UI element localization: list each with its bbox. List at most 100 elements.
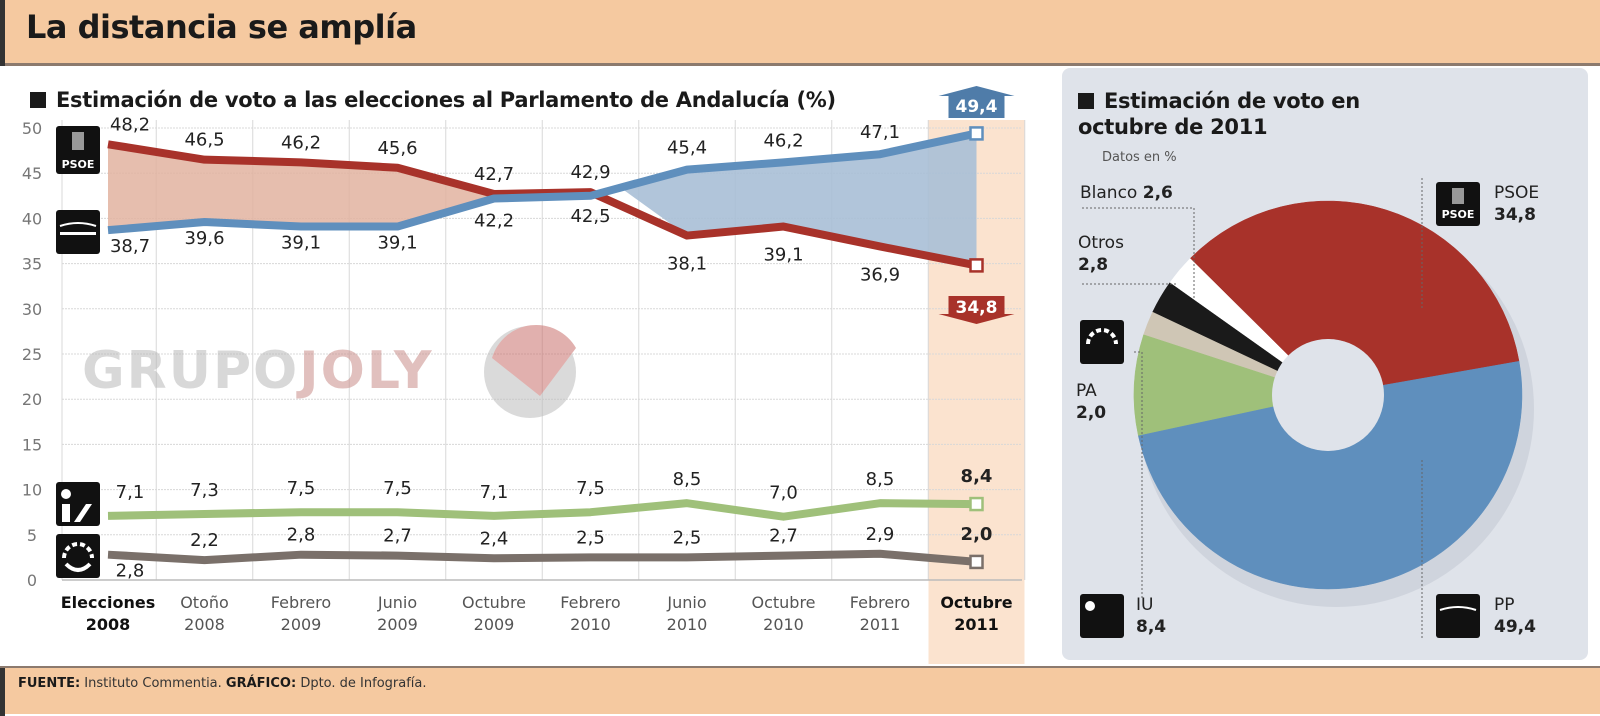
source-label: FUENTE: [18, 676, 81, 691]
pie-label-otros: Otros 2,8 [1078, 232, 1124, 276]
watermark-grupo: GRUPO [82, 341, 299, 401]
data-label-pa: 2,4 [480, 528, 509, 549]
y-tick-label: 35 [22, 255, 42, 274]
pie-label-blanco-value: 2,6 [1142, 183, 1173, 203]
line-chart: 0 5 10 15 20 25 30 35 40 45 50 GRUPOJOLY 48,2 46,5 46,… [22, 86, 1026, 664]
point-marker-pp [969, 126, 984, 141]
data-label-pp: 39,1 [377, 233, 417, 254]
psoe-final-badge: 34,8 [938, 296, 1015, 324]
pie-logo-psoe-text: PSOE [1442, 208, 1475, 221]
data-label-psoe: 38,1 [667, 254, 707, 275]
y-tick-label: 0 [27, 571, 37, 590]
pie-label-blanco: Blanco 2,6 [1080, 182, 1173, 204]
logo-pp-icon [56, 210, 100, 254]
x-tick-label-line1: Febrero [271, 593, 331, 612]
pie-label-iu: IU 8,4 [1136, 594, 1166, 638]
data-label-iu: 7,5 [576, 478, 605, 499]
pie-label-psoe: PSOE 34,8 [1494, 182, 1539, 226]
pp-final-badge: 49,4 [938, 86, 1015, 118]
data-label-iu: 7,1 [116, 482, 145, 503]
x-tick-label-line2: 2008 [184, 615, 225, 634]
psoe-final-value: 34,8 [956, 298, 998, 318]
data-label-iu: 7,1 [480, 482, 509, 503]
data-label-pa: 2,5 [673, 527, 702, 548]
footer-credits: FUENTE: Instituto Commentia. GRÁFICO: Dp… [18, 676, 427, 691]
x-tick-label-line2: 2010 [667, 615, 708, 634]
data-label-pp: 42,2 [474, 211, 514, 232]
data-label-pa: 2,9 [866, 524, 895, 545]
data-label-pa: 2,7 [769, 526, 798, 547]
y-tick-label: 5 [27, 526, 37, 545]
data-label-pp: 39,1 [281, 233, 321, 254]
y-tick-label: 30 [22, 300, 42, 319]
y-tick-label: 20 [22, 390, 42, 409]
point-marker-pa [969, 554, 984, 570]
pie-logo-pp-gull [1439, 606, 1477, 611]
pie-subtitle: Datos en % [1102, 150, 1177, 165]
header-accent-bar [0, 0, 5, 66]
data-label-psoe: 48,2 [110, 114, 150, 135]
x-tick-label-line1: Junio [666, 593, 706, 612]
data-label-pp: 45,4 [667, 138, 707, 159]
pie-title-line1: Estimación de voto en [1104, 89, 1360, 113]
pie-chart: PSOE [1080, 178, 1534, 640]
data-label-psoe: 42,7 [474, 164, 514, 185]
pie-label-pa: PA 2,0 [1076, 380, 1106, 424]
data-label-psoe: 42,9 [570, 162, 610, 183]
footer-accent-bar [0, 668, 5, 716]
logo-psoe-icon: PSOE [56, 126, 100, 174]
up-arrow-icon [938, 86, 1015, 118]
page-title: La distancia se amplía [26, 8, 417, 46]
logo-text: PSOE [62, 158, 95, 171]
data-label-psoe: 46,5 [184, 130, 224, 151]
x-tick-label-line1: Febrero [560, 593, 620, 612]
data-label-pa: 2,0 [961, 524, 993, 545]
pie-title-line2: octubre de 2011 [1078, 115, 1268, 139]
data-label-pp: 47,1 [860, 122, 900, 143]
watermark-text: GRUPOJOLY [82, 341, 434, 401]
line-chart-title: Estimación de voto a las elecciones al P… [30, 88, 836, 112]
pie-label-pa-value: 2,0 [1076, 403, 1107, 423]
point-marker-iu [969, 496, 984, 512]
data-label-pa: 2,5 [576, 527, 605, 548]
graphic-text: Dpto. de Infografía. [300, 676, 427, 691]
pie-logo-iu-icon [1080, 594, 1124, 638]
data-label-pp: 39,6 [184, 228, 224, 249]
pie-label-iu-name: IU [1136, 595, 1154, 615]
pie-label-iu-value: 8,4 [1136, 617, 1167, 637]
data-label-pa: 2,2 [190, 530, 219, 551]
data-label-pp: 46,2 [763, 130, 803, 151]
pie-label-psoe-value: 34,8 [1494, 205, 1536, 225]
data-label-iu: 7,0 [769, 483, 798, 504]
watermark-circle-red [492, 324, 576, 396]
logo-gull [59, 222, 97, 227]
x-tick-label-line2: 2009 [474, 615, 515, 634]
pie-label-blanco-name: Blanco [1080, 183, 1138, 203]
logo-arc [64, 562, 92, 572]
logo-pa-icon [56, 534, 100, 578]
data-label-iu: 8,5 [866, 469, 895, 490]
pie-chart-title: Estimación de voto en octubre de 2011 [1078, 88, 1360, 140]
pie-logo-psoe-fist [1452, 188, 1464, 204]
data-label-psoe: 46,2 [281, 132, 321, 153]
pie-label-pp-value: 49,4 [1494, 617, 1536, 637]
pie-label-otros-value: 2,8 [1078, 255, 1109, 275]
data-label-pa: 2,7 [383, 526, 412, 547]
x-tick-label-line1: Junio [377, 593, 417, 612]
x-tick-label-line2: 2011 [860, 615, 901, 634]
pie-label-pa-name: PA [1076, 381, 1097, 401]
graphic-label: GRÁFICO: [225, 676, 297, 691]
pie-logo-pp-icon [1436, 594, 1480, 638]
y-tick-label: 15 [22, 435, 42, 454]
x-tick-label-line1: Octubre [462, 593, 526, 612]
watermark-logo: GRUPOJOLY [82, 324, 576, 418]
logo-letters [62, 504, 92, 522]
source-text: Instituto Commentia. [84, 676, 222, 691]
footer: FUENTE: Instituto Commentia. GRÁFICO: Dp… [0, 666, 1600, 716]
x-tick-label-line1: Elecciones [61, 593, 155, 612]
point-marker-psoe [969, 258, 984, 273]
x-tick-label-line2: 2009 [281, 615, 322, 634]
leader-blanco [1082, 207, 1195, 300]
data-label-pp: 42,5 [570, 206, 610, 227]
x-tick-label-line2: 2011 [954, 615, 999, 634]
